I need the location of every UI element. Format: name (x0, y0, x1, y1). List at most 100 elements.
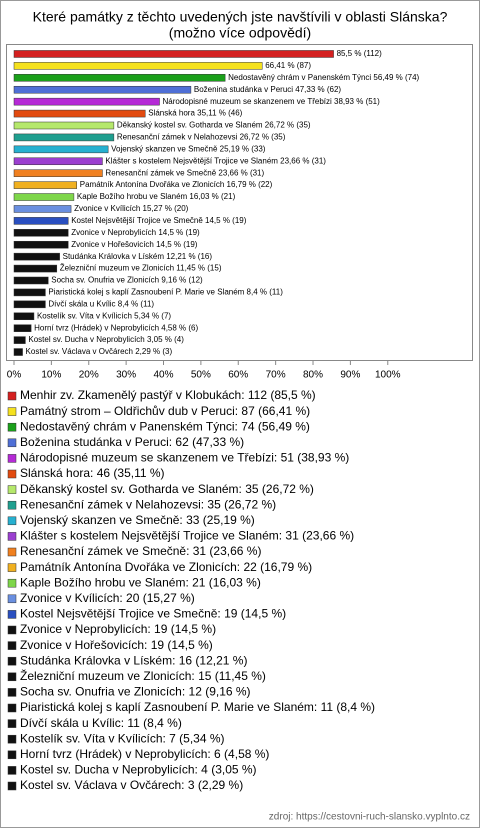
legend-swatch (7, 610, 17, 619)
value-label: Renesanční zámek ve Smečně 23,66 % (31) (105, 168, 264, 177)
value-label: Památník Antonína Dvořáka ve Zlonicích 1… (80, 180, 273, 189)
legend-label: Vojenský skanzen ve Smečně: 33 (25,19 %) (20, 513, 255, 527)
bar (13, 169, 103, 177)
legend-label: Kostel Nejsvětější Trojice ve Smečně: 19… (20, 607, 286, 621)
legend-label: Boženina studánka v Peruci: 62 (47,33 %) (20, 435, 244, 449)
x-tick-label: 0% (7, 370, 22, 381)
value-label: Dívčí skála u Kvílic 8,4 % (11) (48, 299, 154, 308)
bar (13, 121, 115, 130)
value-label: Nedostavěný chrám v Panenském Týnci 56,4… (228, 73, 419, 82)
legend-label: Nedostavěný chrám v Panenském Týnci: 74 … (20, 419, 310, 433)
legend-swatch (7, 516, 17, 526)
x-tick-label: 70% (266, 370, 286, 381)
legend-label: Železniční muzeum ve Zlonicích: 15 (11,4… (20, 668, 266, 683)
plot-frame (6, 44, 473, 361)
value-label: Zvonice v Kvílicích 15,27 % (20) (74, 204, 189, 213)
legend-label: Kostelík sv. Víta v Kvílicích: 7 (5,34 %… (20, 731, 225, 745)
bar (13, 157, 103, 166)
value-label: 66,41 % (87) (265, 61, 311, 70)
value-label: Renesanční zámek v Nelahozevsi 26,72 % (… (117, 133, 286, 142)
bar (13, 312, 35, 321)
bar (13, 324, 32, 332)
legend-label: Kostel sv. Václava v Ovčárech: 3 (2,29 %… (20, 778, 243, 792)
value-label: Zvonice v Hořešovicích 14,5 % (19) (71, 240, 198, 249)
legend-label: Děkanský kostel sv. Gotharda ve Slaném: … (20, 482, 314, 496)
legend-label: Piaristická kolej s kaplí Zasnoubení P. … (20, 700, 375, 714)
legend-swatch (7, 641, 17, 650)
bar (13, 133, 115, 142)
x-tick-label: 50% (191, 370, 211, 381)
value-label: Kostel sv. Ducha v Neprobylicích 3,05 % … (28, 335, 184, 344)
legend-swatch (7, 750, 17, 760)
bar (13, 288, 46, 297)
bar (13, 229, 69, 237)
legend-label: Kostel sv. Ducha v Neprobylicích: 4 (3,0… (20, 763, 257, 777)
chart-subtitle: (možno více odpovědí) (169, 25, 311, 41)
bar (13, 276, 49, 285)
legend-swatch (7, 719, 17, 728)
legend-label: Zvonice v Kvílicích: 20 (15,27 %) (20, 591, 195, 605)
bar (13, 205, 72, 213)
value-label: Železniční muzeum ve Zlonicích 11,45 % (… (60, 264, 222, 273)
chart-title: Které památky z těchto uvedených jste na… (33, 9, 448, 25)
legend-label: Studánka Královka v Líském: 16 (12,21 %) (20, 653, 247, 667)
x-tick-label: 100% (375, 370, 401, 381)
legend-label: Národopisné muzeum se skanzenem ve Třebí… (20, 451, 349, 465)
value-label: Kostelík sv. Víta v Kvílicích 5,34 % (7) (37, 311, 171, 320)
legend-swatch (7, 532, 17, 541)
legend-swatch (7, 438, 17, 448)
bar (13, 300, 46, 309)
source-note: zdroj: https://cestovni-ruch-slansko.vyp… (269, 812, 470, 823)
x-tick-label: 20% (79, 370, 99, 381)
value-label: Vojenský skanzen ve Smečně 25,19 % (33) (111, 144, 266, 153)
legend-swatch (7, 578, 17, 588)
value-label: Socha sv. Onufria ve Zlonicích 9,16 % (1… (51, 276, 203, 285)
legend-label: Socha sv. Onufria ve Zlonicích: 12 (9,16… (20, 685, 251, 699)
value-label: Boženina studánka v Peruci 47,33 % (62) (194, 85, 342, 94)
bar (13, 217, 69, 225)
legend-label: Zvonice v Hořešovicích: 19 (14,5 %) (20, 638, 213, 652)
bar (13, 181, 78, 189)
bar (13, 252, 60, 261)
bar (13, 50, 334, 58)
legend-swatch (7, 625, 17, 635)
legend-label: Památný strom – Oldřichův dub v Peruci: … (20, 404, 310, 418)
value-label: Slánská hora 35,11 % (46) (148, 109, 242, 118)
legend-swatch (7, 469, 17, 479)
legend-label: Horní tvrz (Hrádek) v Neprobylicích: 6 (… (20, 747, 269, 761)
legend-swatch (7, 781, 17, 791)
legend-label: Renesanční zámek ve Smečně: 31 (23,66 %) (20, 544, 261, 558)
legend-label: Slánská hora: 46 (35,11 %) (20, 466, 165, 480)
legend-label: Zvonice v Neprobylicích: 19 (14,5 %) (20, 622, 216, 636)
bar (13, 62, 263, 70)
bar (13, 336, 26, 344)
bar (13, 348, 23, 356)
legend-label: Renesanční zámek v Nelahozevsi: 35 (26,7… (20, 497, 276, 511)
legend-label: Menhir zv. Zkamenělý pastýř v Klobukách:… (20, 388, 316, 402)
legend-swatch (7, 688, 17, 697)
legend-label: Klášter s kostelem Nejsvětější Trojice v… (20, 529, 354, 543)
legend-label: Památník Antonína Dvořáka ve Zlonicích: … (20, 560, 312, 574)
legend-swatch (7, 734, 17, 744)
x-tick-label: 40% (154, 370, 174, 381)
legend-swatch (7, 454, 17, 463)
value-label: Kostel Nejsvětější Trojice ve Smečně 14,… (71, 216, 247, 225)
x-tick-label: 90% (340, 370, 360, 381)
legend-swatch (7, 656, 17, 666)
legend-swatch (7, 422, 17, 432)
value-label: Piaristická kolej s kaplí Zasnoubení P. … (48, 288, 283, 297)
x-tick-label: 30% (116, 370, 136, 381)
legend-swatch (7, 703, 17, 713)
legend-swatch (7, 547, 17, 557)
bar (13, 193, 75, 201)
legend-swatch (7, 500, 17, 510)
value-label: Kaple Božího hrobu ve Slaném 16,03 % (21… (77, 192, 236, 201)
legend-swatch (7, 407, 17, 416)
legend-swatch (7, 391, 17, 401)
x-tick-label: 80% (303, 370, 323, 381)
value-label: Klášter s kostelem Nejsvětější Trojice v… (105, 156, 326, 165)
bar (13, 109, 146, 118)
legend-swatch (7, 672, 17, 682)
legend-label: Kaple Božího hrobu ve Slaném: 21 (16,03 … (20, 575, 261, 589)
